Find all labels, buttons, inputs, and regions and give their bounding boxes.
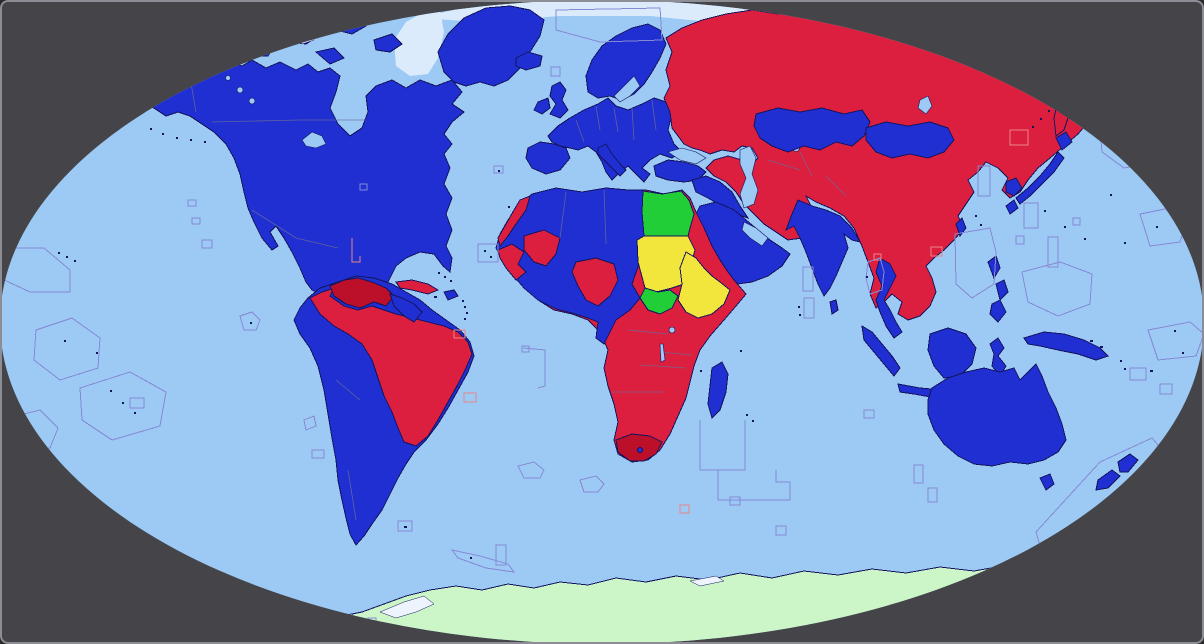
region-europe: [515, 23, 683, 183]
region-venezuela: [329, 277, 395, 309]
region-india-pakistan: [785, 199, 862, 297]
region-taiwan: [955, 217, 967, 238]
lakes-north-america: [225, 75, 327, 149]
region-japan-kyushu: [1005, 199, 1019, 215]
north-america-mainland: [87, 45, 465, 323]
region-hispaniola: [443, 289, 459, 301]
region-africa: [495, 187, 747, 463]
internal-borders-central-asia: [767, 151, 847, 197]
region-nigeria-cameroon: [571, 257, 619, 307]
internal-borders-south-america: [335, 379, 361, 521]
lake-victoria: [668, 326, 676, 334]
region-middle-east-south-asia: [653, 159, 903, 339]
region-cuba: [395, 279, 440, 295]
region-sri-lanka: [829, 299, 839, 315]
region-egypt: [641, 190, 695, 237]
region-mali: [523, 229, 561, 267]
region-iceland: [515, 51, 543, 71]
region-borneo: [927, 327, 977, 379]
region-east-asia-islands: [955, 131, 1073, 238]
region-sumatra: [861, 325, 901, 377]
region-madagascar: [707, 361, 729, 419]
lake-baikal: [917, 95, 933, 115]
region-lesotho: [637, 447, 643, 453]
region-senegal-guinea: [497, 243, 527, 281]
region-colombia-brazil: [309, 287, 473, 447]
baltic-sea: [613, 75, 641, 103]
region-south-korea: [1005, 177, 1023, 197]
lake-tanganyika: [659, 343, 666, 363]
region-western-sahara: [497, 195, 531, 248]
region-ethiopia-eritrea: [677, 251, 731, 319]
caspian-sea: [739, 145, 759, 209]
region-philippines: [987, 255, 1001, 280]
region-guyanas: [389, 293, 423, 323]
ice-shelf: [689, 575, 725, 587]
internal-borders-africa: [559, 189, 693, 393]
region-south-america: [293, 275, 475, 546]
region-south-sudan: [639, 287, 679, 315]
europe-mainland: [547, 97, 683, 183]
antilles-island-dots: [434, 272, 468, 320]
region-new-zealand-north: [1117, 453, 1139, 473]
region-caribbean: [395, 272, 468, 320]
region-britain: [549, 81, 569, 119]
region-japan-honshu: [1015, 151, 1065, 205]
region-kazakhstan: [753, 107, 871, 153]
region-iraq-levant: [691, 175, 750, 219]
region-new-zealand-south: [1095, 469, 1121, 491]
region-iberia: [525, 141, 571, 175]
region-tasmania: [1039, 473, 1055, 491]
black-sea: [667, 147, 707, 165]
region-ireland: [533, 97, 551, 115]
region-turkey: [653, 159, 707, 183]
region-new-guinea: [1023, 331, 1109, 361]
island-dots: [58, 110, 1184, 559]
ice-shelf: [379, 595, 435, 619]
region-australia: [927, 363, 1067, 467]
region-sulawesi: [989, 337, 1007, 377]
region-italy: [597, 143, 627, 177]
region-mongolia: [865, 121, 955, 159]
persian-gulf: [741, 221, 769, 247]
eez-outlines: [0, 7, 1204, 627]
region-sudan: [636, 235, 696, 293]
internal-borders-europe: [575, 99, 657, 143]
region-japan-hokkaido: [1055, 131, 1073, 151]
disputed-territory-boxes: [351, 129, 1029, 514]
region-oceania: [861, 255, 1139, 491]
